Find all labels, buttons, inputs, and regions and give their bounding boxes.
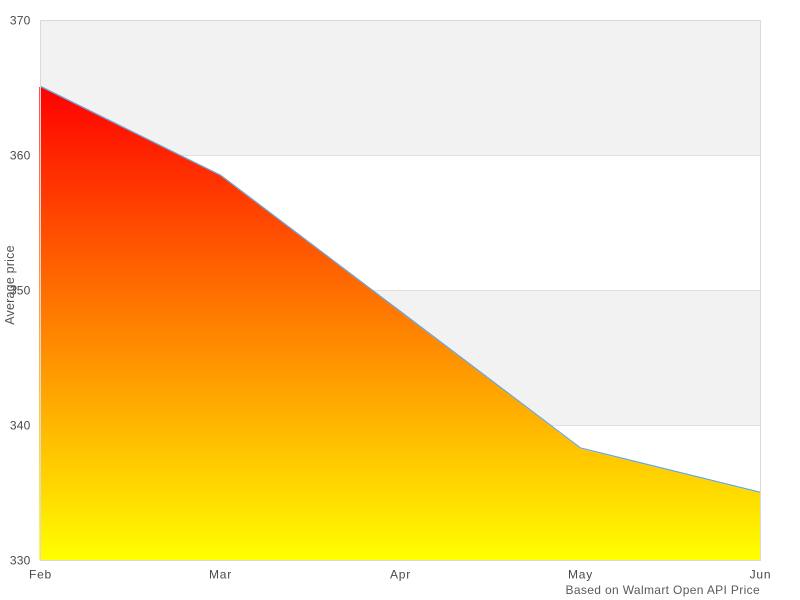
- svg-text:350: 350: [10, 284, 31, 298]
- svg-text:360: 360: [10, 149, 31, 163]
- svg-text:May: May: [568, 567, 593, 581]
- svg-text:Mar: Mar: [209, 567, 232, 581]
- svg-text:Feb: Feb: [29, 567, 52, 581]
- svg-text:340: 340: [10, 419, 31, 433]
- svg-text:Based on Walmart Open API Pric: Based on Walmart Open API Price: [566, 583, 761, 597]
- svg-text:Jun: Jun: [750, 567, 772, 581]
- svg-text:Average price: Average price: [3, 245, 17, 325]
- svg-text:330: 330: [10, 554, 31, 568]
- svg-text:370: 370: [10, 14, 31, 28]
- svg-text:Apr: Apr: [390, 567, 411, 581]
